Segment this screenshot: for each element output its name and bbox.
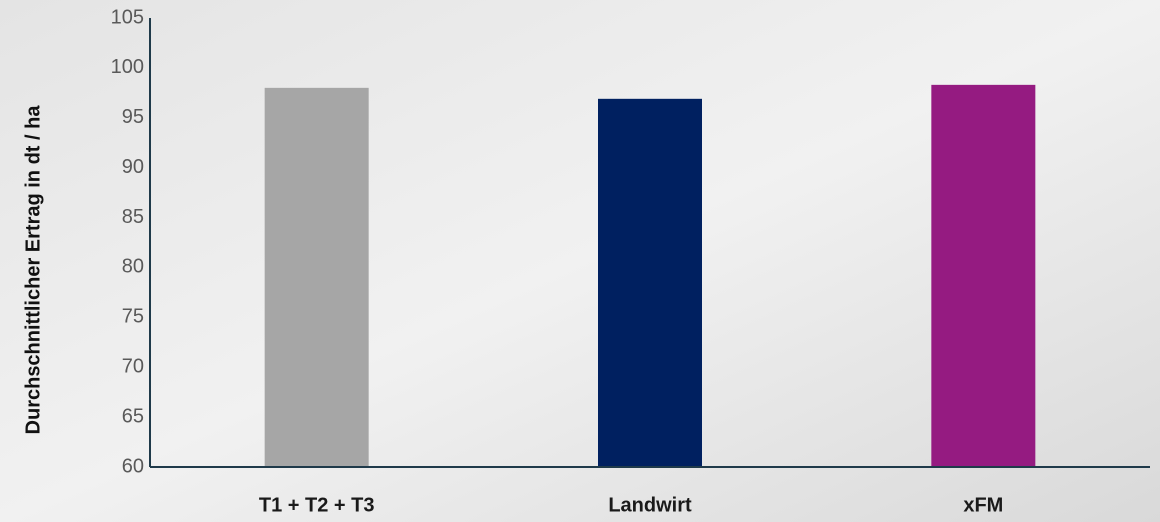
y-tick-label: 90 xyxy=(122,156,144,178)
y-tick-label: 65 xyxy=(122,405,144,427)
y-tick-label: 60 xyxy=(122,455,144,477)
y-tick-label: 80 xyxy=(122,256,144,278)
y-tick-label: 105 xyxy=(111,6,144,28)
x-tick-label: T1 + T2 + T3 xyxy=(259,494,375,516)
y-tick-label: 85 xyxy=(122,206,144,228)
bar xyxy=(264,87,369,467)
x-tick-label: xFM xyxy=(963,494,1003,516)
bar xyxy=(931,84,1036,468)
x-tick-label: Landwirt xyxy=(608,494,692,516)
y-tick-label: 70 xyxy=(122,356,144,378)
y-tick-label: 75 xyxy=(122,306,144,328)
bar xyxy=(598,98,702,467)
y-axis-label: Durchschnittlicher Ertrag in dt / ha xyxy=(22,105,44,435)
y-tick-label: 100 xyxy=(111,56,144,78)
y-tick-label: 95 xyxy=(122,106,144,128)
